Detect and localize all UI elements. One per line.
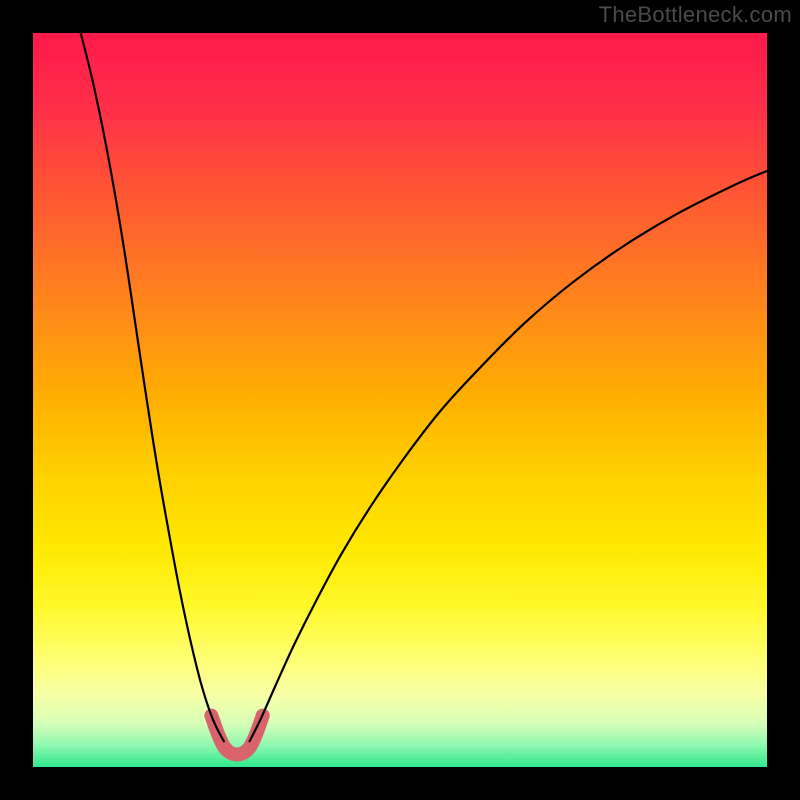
- plot-background: [33, 33, 767, 767]
- watermark-text: TheBottleneck.com: [599, 2, 792, 28]
- bottleneck-chart: [0, 0, 800, 800]
- chart-container: TheBottleneck.com: [0, 0, 800, 800]
